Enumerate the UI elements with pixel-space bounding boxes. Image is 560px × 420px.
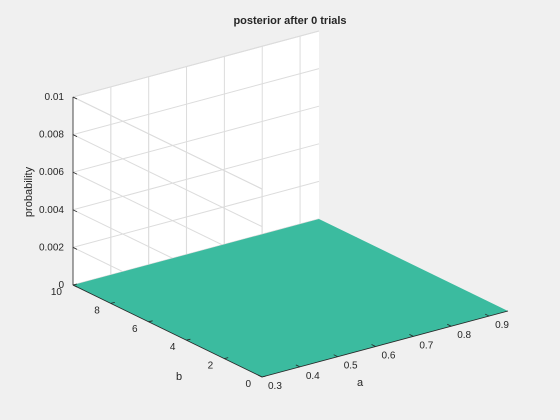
- z-tick-label: 0: [58, 280, 64, 291]
- x-tick-label: 0.4: [306, 371, 320, 382]
- y-axis-line: [72, 284, 263, 378]
- y-tick-mark: [72, 283, 78, 286]
- y-tick-mark: [186, 338, 191, 341]
- z-tick-label: 0.006: [39, 167, 64, 178]
- z-tick-mark: [72, 171, 78, 175]
- chart-title: posterior after 0 trials: [233, 15, 346, 27]
- y-tick-label: 0: [245, 379, 251, 390]
- y-axis-label: b: [176, 371, 182, 383]
- y-tick-label: 6: [132, 324, 138, 335]
- x-axis-label: a: [357, 377, 364, 389]
- z-tick-mark: [72, 96, 78, 100]
- right-backplane: [73, 31, 319, 285]
- z-tick-mark: [72, 284, 78, 288]
- z-tick-mark: [72, 209, 78, 213]
- z-tick-label: 0.004: [39, 205, 64, 216]
- x-tick-label: 0.8: [457, 330, 471, 341]
- z-tick-mark: [72, 247, 78, 250]
- x-tick-label: 0.9: [495, 320, 509, 331]
- x-tick-label: 0.7: [419, 340, 433, 351]
- y-tick-label: 8: [94, 305, 100, 316]
- x-tick-label: 0.5: [344, 361, 358, 372]
- x-tick-mark: [257, 374, 263, 378]
- z-tick-label: 0.008: [39, 130, 64, 141]
- y-tick-mark: [261, 375, 267, 378]
- y-tick-label: 4: [170, 342, 176, 353]
- z-tick-label: 0.002: [39, 242, 64, 253]
- axis-edges: [72, 96, 509, 378]
- x-tick-mark: [371, 344, 376, 347]
- x-tick-label: 0.6: [382, 351, 396, 362]
- z-axis-label: probability: [23, 166, 35, 217]
- x-tick-label: 0.3: [268, 381, 282, 392]
- tick-labels: 0.30.40.50.60.70.80.9024681000.0020.0040…: [39, 92, 509, 392]
- x-tick-mark: [447, 323, 452, 327]
- y-tick-mark: [110, 302, 115, 304]
- x-tick-mark: [295, 364, 301, 368]
- z-tick-label: 0.01: [45, 92, 65, 103]
- y-tick-mark: [224, 357, 229, 359]
- y-tick-label: 2: [208, 361, 214, 372]
- x-tick-mark: [484, 313, 490, 317]
- y-tick-mark: [148, 320, 153, 323]
- x-axis-line: [261, 310, 509, 378]
- x-tick-mark: [333, 354, 338, 358]
- x-tick-mark: [409, 334, 414, 337]
- y-tick-label: 10: [51, 287, 63, 298]
- z-tick-mark: [72, 134, 78, 137]
